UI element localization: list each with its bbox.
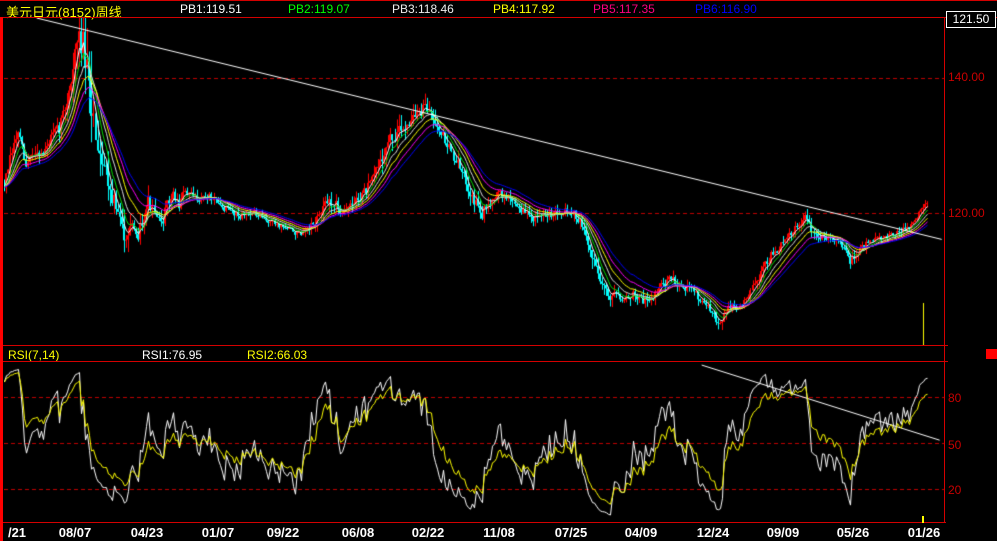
date-label: 06/08 bbox=[341, 525, 375, 540]
top-border-line bbox=[0, 0, 997, 1]
rsi1-value: RSI1:76.95 bbox=[142, 348, 203, 362]
date-label: 09/09 bbox=[766, 525, 800, 540]
date-label: 04/23 bbox=[130, 525, 164, 540]
rsi2-value: RSI2:66.03 bbox=[247, 348, 308, 362]
rsi-indicator-label: RSI(7,14) bbox=[8, 348, 60, 362]
date-axis[interactable]: /21 08/07 04/23 01/07 09/22 06/08 02/22 … bbox=[0, 524, 997, 541]
date-label: 02/22 bbox=[411, 525, 445, 540]
rsi-header-divider-line bbox=[0, 361, 948, 362]
cursor-tick bbox=[922, 516, 924, 523]
pb1-value: PB1:119.51 bbox=[180, 2, 242, 16]
pane-divider-line bbox=[0, 345, 948, 346]
pb6-value: PB6:116.90 bbox=[695, 2, 757, 16]
pb3-value: PB3:118.46 bbox=[392, 2, 454, 16]
date-label: 09/22 bbox=[266, 525, 300, 540]
date-label: 01/26 bbox=[907, 525, 941, 540]
date-label: 04/09 bbox=[624, 525, 658, 540]
pb5-value: PB5:117.35 bbox=[593, 2, 655, 16]
rsi-axis-label: 20 bbox=[948, 483, 962, 497]
rsi-chart[interactable] bbox=[4, 362, 945, 522]
date-label: 08/07 bbox=[58, 525, 92, 540]
candlestick-chart[interactable] bbox=[4, 18, 945, 345]
date-label: /21 bbox=[7, 525, 27, 540]
last-price-box: 121.50 bbox=[946, 11, 996, 28]
date-label: 12/24 bbox=[696, 525, 730, 540]
date-label: 11/08 bbox=[483, 525, 515, 540]
price-axis-label: 120.00 bbox=[948, 206, 985, 220]
pb4-value: PB4:117.92 bbox=[493, 2, 555, 16]
price-axis-label: 140.00 bbox=[948, 70, 985, 84]
right-border-line bbox=[944, 17, 945, 522]
pane-resize-handle[interactable] bbox=[986, 349, 997, 359]
header-divider-line bbox=[0, 17, 997, 18]
date-label: 05/26 bbox=[836, 525, 870, 540]
rsi-axis-label: 80 bbox=[948, 391, 962, 405]
symbol-title: 美元日元(8152)周线 bbox=[6, 5, 122, 20]
left-border-line bbox=[0, 17, 3, 541]
rsi-axis-label: 50 bbox=[948, 438, 962, 452]
date-label: 07/25 bbox=[554, 525, 588, 540]
pb2-value: PB2:119.07 bbox=[288, 2, 350, 16]
rsi-bottom-border-line bbox=[0, 522, 946, 523]
date-label: 01/07 bbox=[201, 525, 235, 540]
